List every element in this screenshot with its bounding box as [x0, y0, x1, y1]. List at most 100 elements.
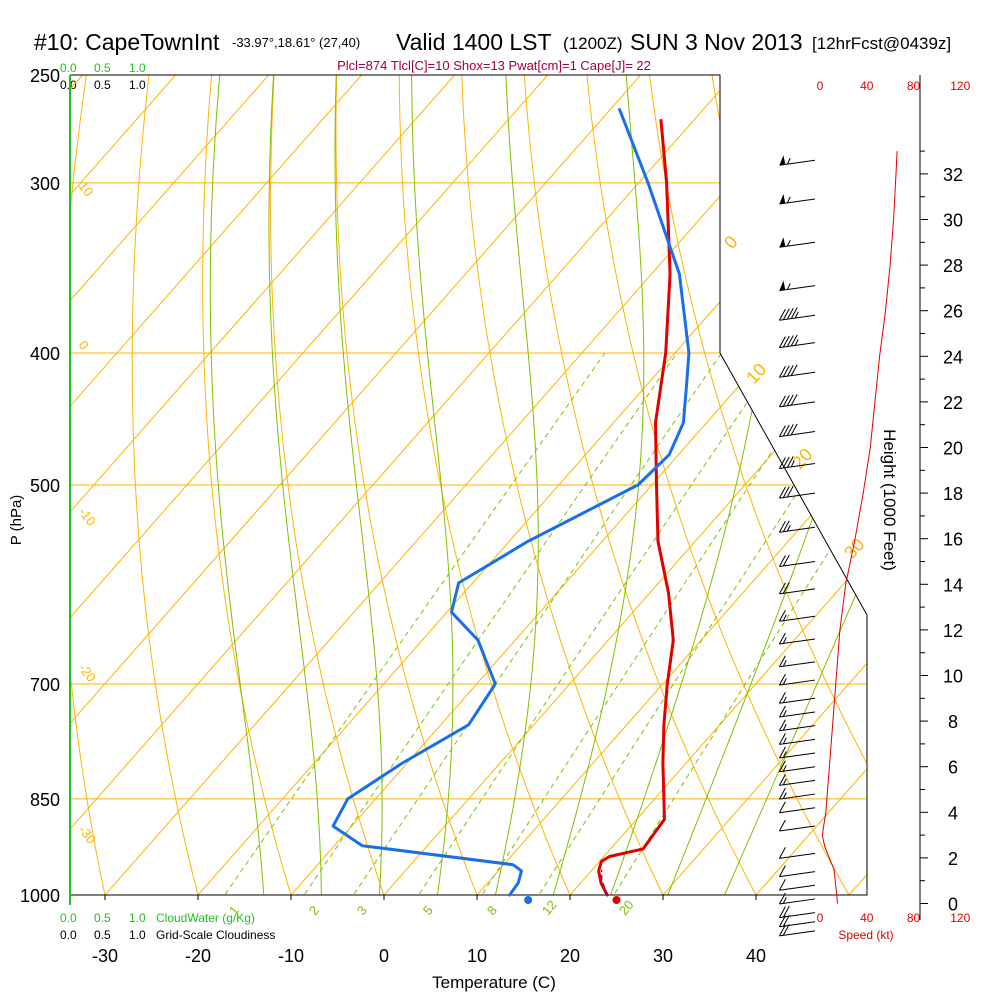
barb-shaft	[779, 725, 816, 732]
cloudwater-tick: 1.0	[129, 61, 146, 75]
mixing-ratio-label: 8	[484, 903, 500, 918]
barb-shaft	[779, 697, 816, 704]
barb-full	[786, 335, 794, 347]
wind-barb	[778, 307, 816, 321]
barb-full	[778, 787, 786, 800]
barb-full	[778, 673, 786, 686]
barb-full	[786, 456, 794, 468]
dry-adiabat	[335, 75, 490, 895]
pressure-tick-label: 850	[30, 790, 60, 810]
barb-full	[782, 486, 790, 498]
cloudiness-tick: 1.0	[129, 928, 146, 942]
mixing-ratio-label: 3	[354, 903, 370, 918]
cloudiness-tick: 0.5	[94, 928, 111, 942]
barb-half	[782, 723, 787, 731]
mixing-ratio-line	[284, 352, 678, 895]
temperature-tick-label: -10	[278, 946, 304, 966]
isotherm-line	[383, 75, 867, 895]
height-tick-label: 18	[943, 484, 963, 504]
pressure-tick-label: 700	[30, 675, 60, 695]
barb-full	[790, 364, 798, 376]
mixing-ratio-label: 5	[420, 903, 436, 918]
barb-full	[778, 892, 786, 905]
barb-full	[778, 719, 786, 731]
barb-full	[790, 393, 798, 406]
barb-full	[782, 582, 790, 594]
barb-shaft	[779, 342, 816, 349]
barb-half	[782, 678, 787, 685]
speed-tick-label-bottom: 40	[860, 911, 874, 925]
barb-half	[794, 339, 799, 346]
wind-barb	[778, 655, 816, 668]
barb-full	[778, 865, 786, 877]
barb-full	[782, 554, 790, 567]
cloudiness-tick: 1.0	[129, 78, 146, 92]
wind-barb	[778, 760, 816, 773]
barb-full	[778, 801, 786, 814]
moist-adiabat	[334, 75, 383, 895]
barb-shaft	[779, 371, 816, 378]
speed-tick-label-bottom: 0	[817, 911, 824, 925]
wind-barb	[778, 393, 816, 408]
speed-tick-label-top: 0	[817, 79, 824, 93]
barb-shaft	[779, 615, 816, 622]
wind-barb	[778, 787, 816, 800]
barb-half	[782, 737, 787, 745]
mixing-ratio-line	[204, 352, 606, 895]
wind-barb	[779, 237, 816, 248]
height-tick-label: 8	[948, 712, 958, 732]
barb-full	[786, 394, 794, 407]
speed-tick-label-top: 40	[860, 79, 874, 93]
barb-shaft	[779, 679, 816, 686]
temperature-tick-label: -30	[92, 946, 118, 966]
barb-full	[790, 307, 798, 319]
height-tick-label: 22	[943, 393, 963, 413]
barb-full	[778, 555, 786, 567]
barb-full	[778, 733, 786, 745]
height-tick-label: 26	[943, 302, 963, 322]
barb-half	[782, 778, 787, 786]
moist-adiabat	[209, 75, 267, 895]
height-axis-label: Height (1000 Feet)	[880, 429, 899, 571]
barb-shaft	[779, 492, 816, 499]
height-tick-label: 0	[948, 895, 958, 915]
temperature-tick-label: 20	[560, 946, 580, 966]
barb-shaft	[779, 241, 816, 248]
isotherm-label: -10	[76, 505, 99, 529]
moist-adiabat	[411, 75, 454, 895]
barb-shaft	[779, 661, 816, 668]
wind-barb	[778, 520, 816, 533]
height-tick-label: 14	[943, 575, 963, 595]
wind-barb	[778, 914, 816, 928]
height-tick-label: 12	[943, 621, 963, 641]
barb-full	[778, 632, 786, 645]
moist-adiabat	[711, 75, 867, 895]
dry-adiabat	[831, 75, 867, 895]
barb-flag	[779, 194, 786, 204]
valid-time: Valid 1400 LST	[396, 29, 552, 55]
barb-half	[790, 460, 795, 468]
isotherm-label: -20	[76, 661, 99, 685]
barb-full	[778, 705, 786, 718]
barb-full	[778, 692, 786, 704]
barb-full	[778, 395, 786, 408]
wind-barb	[779, 194, 816, 205]
barb-half	[794, 311, 799, 319]
wind-barb	[778, 673, 816, 686]
y-axis-label: P (hPa)	[8, 495, 25, 546]
wind-barb	[778, 364, 816, 378]
mixing-ratio-line	[462, 352, 838, 895]
barb-shaft	[779, 793, 816, 800]
isotherm-line	[70, 75, 362, 895]
mixing-ratio-label: 2	[306, 903, 322, 918]
barb-shaft	[779, 766, 816, 773]
cloudiness-tick: 0.0	[60, 78, 77, 92]
barb-full	[778, 336, 786, 348]
theta-label: 10	[742, 359, 770, 387]
height-tick-label: 32	[943, 165, 963, 185]
barb-full	[778, 760, 786, 772]
barb-shaft	[779, 930, 816, 937]
barb-full	[778, 582, 786, 595]
pressure-tick-label: 1000	[20, 886, 60, 906]
